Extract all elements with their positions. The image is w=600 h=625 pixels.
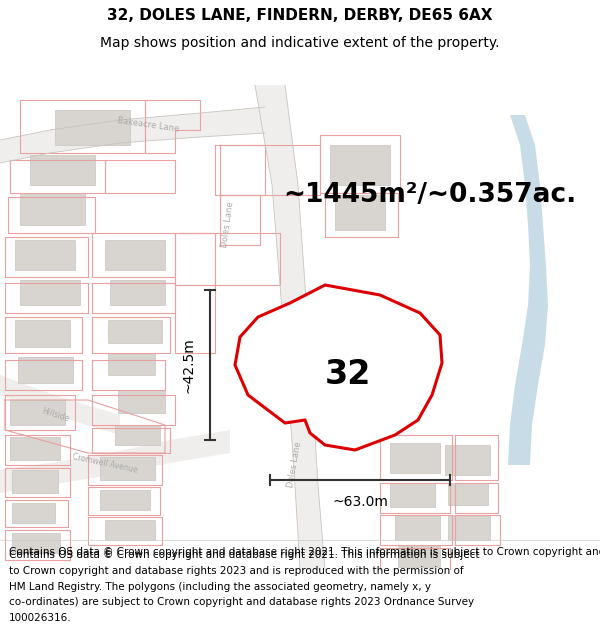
Polygon shape: [330, 145, 390, 185]
Polygon shape: [15, 240, 75, 270]
Polygon shape: [0, 107, 265, 163]
Polygon shape: [30, 155, 95, 185]
Polygon shape: [10, 400, 65, 425]
Polygon shape: [390, 483, 435, 507]
Text: Doles Lane: Doles Lane: [287, 441, 304, 489]
Polygon shape: [118, 390, 165, 413]
Polygon shape: [55, 110, 130, 145]
Text: HM Land Registry. The polygons (including the associated geometry, namely x, y: HM Land Registry. The polygons (includin…: [9, 582, 431, 592]
Polygon shape: [105, 240, 165, 270]
Text: ~63.0m: ~63.0m: [332, 495, 388, 509]
Polygon shape: [12, 533, 60, 553]
Text: Contains OS data © Crown copyright and database right 2021. This information is : Contains OS data © Crown copyright and d…: [9, 550, 479, 560]
Polygon shape: [0, 375, 120, 435]
Text: ~1445m²/~0.357ac.: ~1445m²/~0.357ac.: [283, 182, 577, 208]
Polygon shape: [105, 520, 155, 540]
Polygon shape: [448, 515, 490, 540]
Polygon shape: [20, 280, 80, 305]
Polygon shape: [110, 280, 165, 305]
Text: Cromwell Avenue: Cromwell Avenue: [71, 452, 139, 474]
Polygon shape: [508, 115, 548, 465]
Polygon shape: [115, 425, 160, 445]
Polygon shape: [235, 285, 442, 450]
Polygon shape: [335, 195, 385, 230]
Text: Hillside: Hillside: [40, 406, 70, 424]
Polygon shape: [445, 445, 490, 475]
Polygon shape: [0, 430, 230, 493]
Text: Doles Lane: Doles Lane: [220, 201, 236, 249]
Polygon shape: [100, 457, 155, 480]
Text: 100026316.: 100026316.: [9, 613, 71, 623]
Text: 32: 32: [325, 359, 371, 391]
Polygon shape: [10, 437, 60, 460]
Polygon shape: [398, 545, 440, 567]
Polygon shape: [15, 320, 70, 347]
Polygon shape: [255, 85, 325, 570]
Polygon shape: [12, 470, 58, 493]
Text: Bakeacre Lane: Bakeacre Lane: [116, 116, 179, 134]
Text: 32, DOLES LANE, FINDERN, DERBY, DE65 6AX: 32, DOLES LANE, FINDERN, DERBY, DE65 6AX: [107, 8, 493, 23]
Polygon shape: [100, 490, 150, 510]
Polygon shape: [20, 193, 85, 225]
Polygon shape: [448, 483, 488, 505]
Text: co-ordinates) are subject to Crown copyright and database rights 2023 Ordnance S: co-ordinates) are subject to Crown copyr…: [9, 598, 474, 608]
Text: to Crown copyright and database rights 2023 and is reproduced with the permissio: to Crown copyright and database rights 2…: [9, 566, 464, 576]
Text: ~42.5m: ~42.5m: [181, 337, 195, 393]
Polygon shape: [395, 515, 440, 540]
Text: Map shows position and indicative extent of the property.: Map shows position and indicative extent…: [100, 36, 500, 50]
Polygon shape: [108, 353, 155, 375]
Polygon shape: [18, 357, 73, 383]
Polygon shape: [108, 320, 162, 343]
Polygon shape: [12, 503, 55, 523]
Polygon shape: [390, 443, 440, 473]
Text: Contains OS data © Crown copyright and database right 2021. This information is : Contains OS data © Crown copyright and d…: [9, 547, 600, 557]
